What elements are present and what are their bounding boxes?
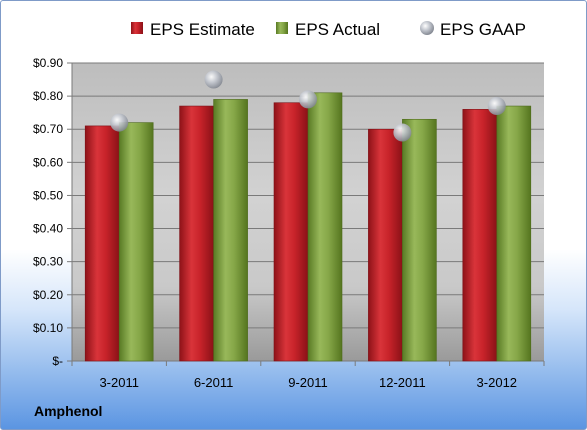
legend-label: EPS Actual bbox=[295, 20, 380, 39]
y-tick-label: $0.10 bbox=[33, 321, 63, 335]
x-tick-label: 12-2011 bbox=[379, 375, 426, 390]
bar-eps-actual bbox=[118, 122, 154, 362]
y-tick-label: $0.60 bbox=[33, 155, 63, 169]
x-tick-label: 9-2011 bbox=[288, 375, 328, 390]
bars bbox=[84, 92, 532, 362]
point-eps-gaap bbox=[393, 123, 412, 142]
bar-eps-estimate bbox=[273, 102, 309, 362]
point-eps-gaap bbox=[487, 97, 506, 116]
y-tick-label: $0.90 bbox=[33, 56, 63, 70]
legend: EPS Estimate EPS Actual EPS GAAP bbox=[131, 20, 526, 39]
y-tick-label: $- bbox=[52, 354, 63, 368]
axes: $- $0.10 $0.20 $0.30 $0.40 $0.50 $0.60 $0.70 $0.… bbox=[33, 56, 545, 390]
bar-eps-estimate bbox=[84, 125, 120, 362]
legend-swatch bbox=[131, 22, 143, 34]
y-tick-label: $0.70 bbox=[33, 122, 63, 136]
legend-label: EPS GAAP bbox=[440, 20, 526, 39]
bar-eps-actual bbox=[213, 99, 248, 362]
bar-eps-estimate bbox=[368, 128, 403, 362]
company-name: Amphenol bbox=[34, 403, 103, 419]
point-eps-gaap bbox=[204, 70, 223, 89]
bar-eps-estimate bbox=[462, 109, 498, 362]
x-tick-label: 6-2011 bbox=[194, 375, 234, 390]
y-tick-label: $0.50 bbox=[33, 188, 63, 202]
point-eps-gaap bbox=[299, 90, 317, 109]
legend-swatch bbox=[276, 22, 288, 34]
y-tick-label: $0.80 bbox=[33, 89, 63, 103]
bar-eps-actual bbox=[402, 118, 437, 362]
y-tick-label: $0.20 bbox=[33, 288, 63, 302]
x-tick-label: 3-2012 bbox=[477, 375, 517, 390]
bar-eps-actual bbox=[496, 105, 532, 362]
point-eps-gaap bbox=[110, 113, 129, 132]
gaap-points bbox=[110, 70, 506, 142]
y-tick-label: $0.40 bbox=[33, 222, 63, 236]
bar-eps-actual bbox=[307, 92, 343, 362]
y-tick-label: $0.30 bbox=[33, 255, 63, 269]
x-tick-label: 3-2011 bbox=[99, 375, 139, 390]
legend-label: EPS Estimate bbox=[150, 20, 255, 39]
bar-eps-estimate bbox=[179, 105, 214, 362]
legend-swatch bbox=[420, 21, 434, 35]
